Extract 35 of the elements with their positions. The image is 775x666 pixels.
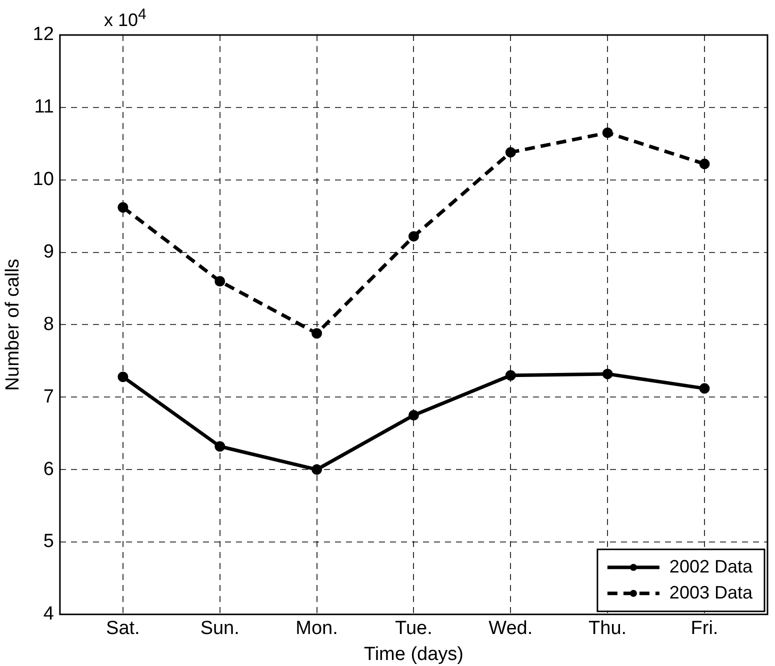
y-tick-label: 5	[43, 531, 54, 552]
point	[505, 147, 516, 158]
y-tick-label: 6	[43, 458, 54, 480]
point	[118, 372, 128, 382]
x-tick-label: Sun.	[200, 618, 240, 640]
y-tick-label: 4	[43, 604, 54, 625]
point	[214, 276, 226, 286]
x-tick-label: Tue.	[395, 618, 432, 640]
y-tick-label: 10	[32, 169, 54, 190]
point	[602, 128, 613, 138]
legend-label: 2003 Data	[669, 582, 754, 602]
point	[505, 370, 516, 381]
point	[699, 158, 710, 170]
y-tick-label: 12	[32, 24, 54, 46]
point	[408, 231, 419, 242]
x-axis-title: Time (days)	[364, 644, 464, 665]
point	[118, 202, 128, 213]
y-tick-label: 8	[43, 314, 54, 335]
x-tick-label: Sat.	[106, 618, 140, 640]
point	[312, 464, 322, 475]
y-tick-label: 7	[43, 386, 54, 408]
y-tick-label: 11	[34, 96, 54, 118]
text: x 10$^{4}$	[104, 6, 146, 31]
point	[699, 383, 710, 394]
point	[408, 410, 419, 420]
x-tick-label: Thu.	[588, 618, 627, 640]
x-tick-label: Wed.	[488, 618, 533, 640]
point	[312, 328, 322, 339]
y-axis-title: Number of calls	[2, 258, 24, 391]
y-tick-label: 9	[43, 242, 54, 263]
x-tick-label: Mon.	[296, 618, 338, 640]
x-tick-label: Fri.	[690, 618, 718, 640]
point	[602, 368, 613, 380]
legend-label: 2002 Data	[669, 556, 754, 576]
point	[214, 441, 226, 452]
